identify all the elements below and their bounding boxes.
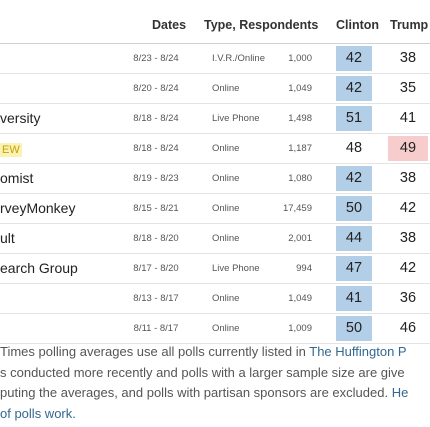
poll-respondents: 1,000 <box>288 53 312 64</box>
pollster-label: omist <box>0 170 34 186</box>
poll-dates: 8/18 - 8/24 <box>133 143 179 154</box>
methodology-link[interactable]: He <box>391 385 409 400</box>
clinton-value: 47 <box>336 256 372 281</box>
poll-table: 8/23 - 8/24 I.V.R./Online 1,000 42 38 8/20 - … <box>0 43 430 344</box>
pollster-name: rveyMonkey <box>0 200 75 216</box>
huffington-post-link[interactable]: The Huffington P <box>309 344 407 359</box>
pollster-name: EW <box>0 140 22 157</box>
poll-respondents: 1,187 <box>288 143 312 154</box>
header-type-respondents: Type, Respondents <box>204 18 319 32</box>
pollster-name: ult <box>0 230 15 246</box>
poll-dates: 8/20 - 8/24 <box>133 83 179 94</box>
trump-value: 38 <box>399 170 417 186</box>
poll-row: rveyMonkey 8/15 - 8/21 Online 17,459 50 42 <box>0 194 430 224</box>
note-line-1: Times polling averages use all polls cur… <box>0 344 310 359</box>
clinton-value: 44 <box>336 226 372 251</box>
clinton-value: 41 <box>336 286 372 311</box>
clinton-value: 42 <box>336 76 372 101</box>
poll-row: 8/11 - 8/17 Online 1,009 50 46 <box>0 314 430 344</box>
poll-type: Online <box>212 173 240 184</box>
poll-respondents: 1,498 <box>288 113 312 124</box>
trump-value: 41 <box>399 110 417 126</box>
poll-type: Live Phone <box>212 263 260 274</box>
pollster-label: ult <box>0 230 15 246</box>
poll-dates: 8/19 - 8/23 <box>133 173 179 184</box>
poll-respondents: 17,459 <box>282 203 312 214</box>
clinton-value: 42 <box>336 166 372 191</box>
poll-respondents: 994 <box>296 263 312 274</box>
poll-dates: 8/23 - 8/24 <box>133 53 179 64</box>
poll-respondents: 1,049 <box>288 83 312 94</box>
poll-row: ult 8/18 - 8/20 Online 2,001 44 38 <box>0 224 430 254</box>
poll-type: I.V.R./Online <box>212 53 265 64</box>
trump-value: 42 <box>399 200 417 216</box>
pollster-name: earch Group <box>0 260 78 276</box>
header-dates: Dates <box>152 18 187 32</box>
pollster-name: omist <box>0 170 33 186</box>
pollster-label: earch Group <box>0 260 78 276</box>
poll-dates: 8/18 - 8/24 <box>133 113 179 124</box>
poll-row: EW 8/18 - 8/24 Online 1,187 48 49 <box>0 134 430 164</box>
poll-respondents: 1,009 <box>288 323 312 334</box>
poll-dates: 8/13 - 8/17 <box>133 293 179 304</box>
header-trump: Trump <box>390 18 429 32</box>
poll-row: earch Group 8/17 - 8/20 Live Phone 994 47 42 <box>0 254 430 284</box>
note-line-3: puting the averages, and polls with part… <box>0 385 392 400</box>
poll-type: Online <box>212 143 240 154</box>
trump-value: 46 <box>399 320 417 336</box>
poll-respondents: 2,001 <box>288 233 312 244</box>
poll-dates: 8/17 - 8/20 <box>133 263 179 274</box>
clinton-value: 42 <box>336 46 372 71</box>
poll-row: 8/13 - 8/17 Online 1,049 41 36 <box>0 284 430 314</box>
clinton-value: 50 <box>336 316 372 341</box>
trump-value: 49 <box>388 136 428 161</box>
poll-type: Live Phone <box>212 113 260 124</box>
poll-row: omist 8/19 - 8/23 Online 1,080 42 38 <box>0 164 430 194</box>
note-line-2: s conducted more recently and polls with… <box>0 364 405 380</box>
clinton-value: 48 <box>345 140 363 156</box>
methodology-note: Times polling averages use all polls cur… <box>0 342 430 424</box>
poll-dates: 8/18 - 8/20 <box>133 233 179 244</box>
new-badge: EW <box>0 143 22 157</box>
poll-type: Online <box>212 83 240 94</box>
trump-value: 42 <box>399 260 417 276</box>
poll-type: Online <box>212 323 240 334</box>
poll-row: 8/23 - 8/24 I.V.R./Online 1,000 42 38 <box>0 43 430 74</box>
poll-dates: 8/11 - 8/17 <box>133 323 179 334</box>
poll-type: Online <box>212 203 240 214</box>
methodology-link-continued[interactable]: of polls work. <box>0 405 76 421</box>
poll-respondents: 1,049 <box>288 293 312 304</box>
poll-respondents: 1,080 <box>288 173 312 184</box>
trump-value: 35 <box>399 80 417 96</box>
poll-type: Online <box>212 233 240 244</box>
poll-row: versity 8/18 - 8/24 Live Phone 1,498 51 41 <box>0 104 430 134</box>
trump-value: 38 <box>399 50 417 66</box>
pollster-name: versity <box>0 110 40 126</box>
clinton-value: 50 <box>336 196 372 221</box>
pollster-label: versity <box>0 110 41 126</box>
poll-row: 8/20 - 8/24 Online 1,049 42 35 <box>0 74 430 104</box>
trump-value: 38 <box>399 230 417 246</box>
pollster-label: rveyMonkey <box>0 200 76 216</box>
header-clinton: Clinton <box>336 18 380 32</box>
poll-type: Online <box>212 293 240 304</box>
trump-value: 36 <box>399 290 417 306</box>
poll-dates: 8/15 - 8/21 <box>133 203 179 214</box>
clinton-value: 51 <box>336 106 372 131</box>
